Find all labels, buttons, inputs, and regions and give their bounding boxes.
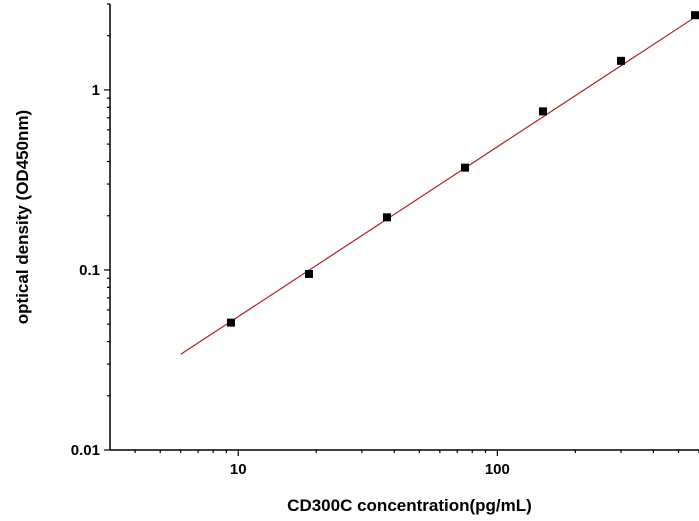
y-tick-label: 0.01 [71, 442, 100, 459]
x-tick-label: 100 [485, 461, 510, 478]
data-point [226, 318, 235, 327]
data-point [538, 107, 547, 116]
data-point [382, 213, 391, 222]
y-tick-label: 0.1 [79, 262, 100, 279]
data-point [691, 11, 699, 20]
x-ticks: 10 100 [134, 450, 699, 478]
data-point [460, 163, 469, 172]
x-tick-label: 10 [230, 461, 247, 478]
fit-line [180, 14, 699, 355]
fit-line-group [180, 14, 699, 355]
axes [109, 4, 699, 451]
y-tick-label: 1 [92, 82, 100, 99]
data-point [616, 56, 625, 65]
data-points [226, 11, 699, 327]
data-point [304, 269, 313, 278]
y-ticks: 0.01 0.1 1 [71, 3, 110, 459]
x-axis-title: CD300C concentration(pg/mL) [287, 496, 532, 515]
y-axis-title: optical density (OD450nm) [13, 110, 32, 324]
